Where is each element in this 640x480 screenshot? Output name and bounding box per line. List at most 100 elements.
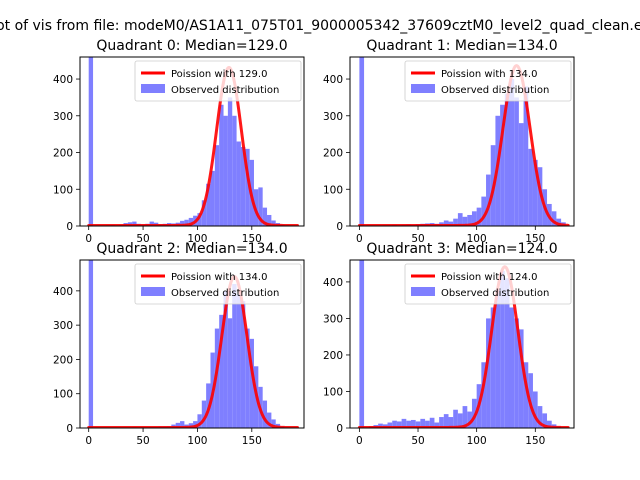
y-tick-label: 0 bbox=[66, 423, 73, 435]
y-tick-label: 0 bbox=[66, 221, 73, 233]
histogram-bar bbox=[467, 214, 472, 226]
histogram-bar bbox=[88, 57, 94, 226]
figure-suptitle: Plot of vis from file: modeM0/AS1A11_075… bbox=[0, 18, 640, 34]
histogram-bar bbox=[249, 338, 254, 428]
histogram-bar bbox=[556, 218, 562, 226]
legend-bar-swatch bbox=[411, 287, 435, 296]
quadrant-0-legend: Poission with 129.0 Observed distribution bbox=[134, 60, 302, 102]
legend-label-poisson: Poission with 124.0 bbox=[441, 272, 537, 283]
histogram-bar bbox=[467, 411, 472, 428]
x-tick-label: 0 bbox=[85, 233, 92, 245]
quadrant-1-panel: 0 50 100 150 0 100 200 300 400 Quadrant 1: Median… bbox=[323, 38, 575, 245]
histogram-bar bbox=[518, 123, 524, 226]
histogram-bar bbox=[232, 284, 237, 428]
x-tick-label: 100 bbox=[187, 435, 207, 447]
quadrant-0-plot-area bbox=[87, 57, 299, 226]
y-tick-label: 300 bbox=[53, 320, 73, 332]
y-tick-label: 300 bbox=[323, 111, 343, 123]
histogram-bar bbox=[486, 174, 491, 226]
histogram-bar bbox=[149, 221, 154, 226]
histogram-bar bbox=[359, 57, 365, 226]
histogram-bar bbox=[500, 104, 505, 226]
legend-label-poisson: Poission with 129.0 bbox=[171, 69, 267, 80]
histogram-bar bbox=[132, 221, 137, 226]
histogram-bar bbox=[175, 422, 181, 428]
histogram-bar bbox=[551, 211, 557, 226]
histogram-bar bbox=[232, 115, 237, 226]
histogram-bar bbox=[420, 418, 426, 428]
legend-box bbox=[404, 263, 572, 305]
x-tick-label: 150 bbox=[525, 435, 545, 447]
histogram-bar bbox=[223, 115, 228, 226]
quadrant-0-title: Quadrant 0: Median=129.0 bbox=[96, 38, 287, 54]
histogram-bar bbox=[509, 307, 515, 428]
quadrant-3-panel: 0 50 100 150 0 100 200 300 400 Quadrant 3: Median… bbox=[323, 241, 575, 447]
histogram-bar bbox=[197, 414, 202, 428]
histogram-bar bbox=[223, 290, 228, 428]
histogram-bar bbox=[240, 301, 246, 428]
histogram-bar bbox=[271, 419, 276, 428]
histogram-bar bbox=[443, 220, 449, 226]
histogram-bar bbox=[180, 421, 185, 428]
x-tick-label: 100 bbox=[467, 435, 487, 447]
legend-label-observed: Observed distribution bbox=[171, 85, 279, 96]
quadrant-3-plot-area bbox=[357, 260, 570, 428]
legend-label-observed: Observed distribution bbox=[441, 288, 549, 299]
y-tick-label: 200 bbox=[323, 350, 343, 362]
quadrant-2-axes-frame bbox=[79, 259, 305, 429]
x-tick-label: 100 bbox=[467, 233, 487, 245]
histogram-bar bbox=[240, 147, 246, 226]
histogram-bar bbox=[471, 211, 477, 226]
histogram-bar bbox=[219, 104, 224, 226]
histogram-bar bbox=[267, 412, 272, 428]
histogram-bar bbox=[532, 159, 538, 226]
histogram-bar bbox=[448, 221, 454, 226]
quadrant-2-legend: Poission with 134.0 Observed distribution bbox=[134, 263, 302, 305]
histogram-bar bbox=[236, 294, 241, 428]
histogram-bar bbox=[378, 423, 383, 428]
histogram-bar bbox=[462, 216, 468, 226]
poisson-curve bbox=[357, 265, 570, 428]
histogram-bar bbox=[495, 289, 501, 428]
y-tick-label: 100 bbox=[53, 389, 73, 401]
x-tick-label: 150 bbox=[525, 233, 545, 245]
y-tick-label: 400 bbox=[53, 74, 73, 86]
histogram-bar bbox=[210, 170, 215, 226]
histogram-bar bbox=[410, 419, 416, 428]
quadrant-1-axes-frame bbox=[349, 56, 575, 227]
poisson-curve bbox=[357, 64, 570, 226]
x-tick-label: 150 bbox=[242, 435, 262, 447]
legend-box bbox=[404, 60, 572, 102]
histogram-bar bbox=[542, 413, 548, 428]
y-tick-label: 400 bbox=[53, 286, 73, 298]
histogram-bar bbox=[245, 148, 250, 226]
histogram-bar bbox=[514, 318, 519, 428]
quadrant-2-panel: 0 50 100 150 0 100 200 300 400 Quadrant 2: Median… bbox=[53, 241, 305, 447]
histogram-bar bbox=[504, 93, 510, 226]
legend-label-poisson: Poission with 134.0 bbox=[441, 69, 537, 80]
histogram-bar bbox=[267, 214, 272, 226]
legend-label-observed: Observed distribution bbox=[441, 85, 549, 96]
histogram-bar bbox=[486, 318, 491, 428]
legend-bar-swatch bbox=[411, 84, 435, 93]
histogram-bar bbox=[537, 167, 543, 226]
legend-label-poisson: Poission with 134.0 bbox=[171, 272, 267, 283]
histogram-bar bbox=[425, 420, 430, 428]
y-tick-label: 400 bbox=[323, 74, 343, 86]
histogram-bar bbox=[193, 421, 198, 428]
poisson-curve bbox=[87, 275, 299, 428]
histogram-bar bbox=[453, 409, 458, 428]
legend-box bbox=[134, 263, 302, 305]
histogram-bar bbox=[188, 217, 194, 226]
histogram-bar bbox=[509, 79, 515, 226]
x-tick-label: 50 bbox=[411, 233, 424, 245]
histogram-bar bbox=[180, 220, 185, 226]
quadrant-2-plot-area bbox=[87, 260, 299, 428]
histogram-bar bbox=[392, 420, 397, 428]
x-tick-label: 0 bbox=[85, 435, 92, 447]
histogram-bar bbox=[197, 213, 202, 226]
histogram-bar bbox=[532, 391, 538, 428]
histogram-bar bbox=[271, 220, 276, 226]
y-tick-label: 100 bbox=[53, 184, 73, 196]
histogram-bar bbox=[547, 420, 552, 428]
